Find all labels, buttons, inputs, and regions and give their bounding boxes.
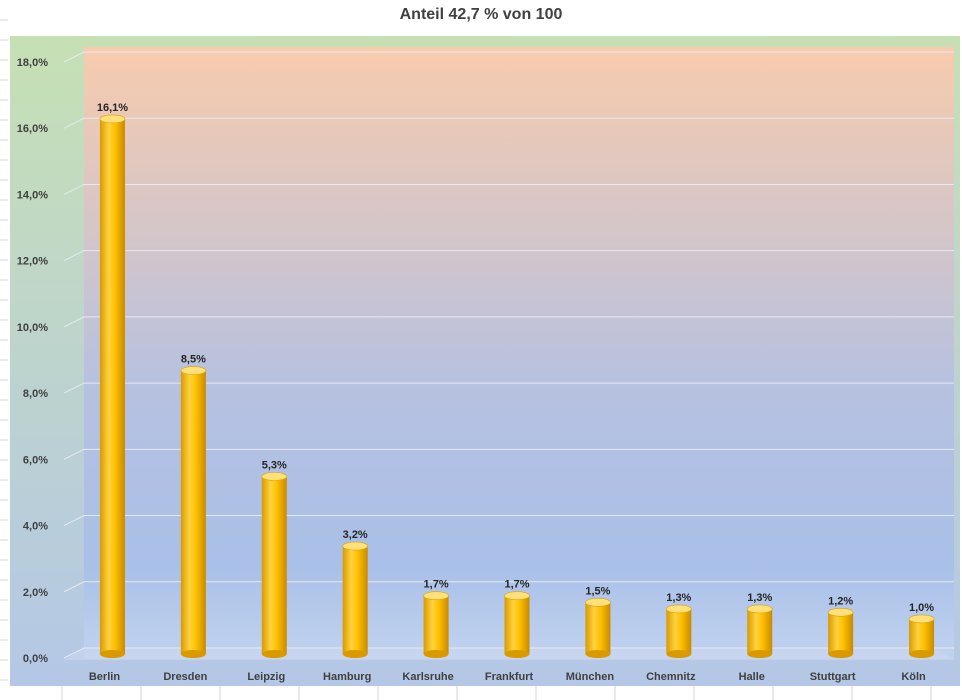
data-label: 16,1% <box>97 102 128 114</box>
bar-base <box>261 650 287 658</box>
x-category-label: Chemnitz <box>646 671 696 683</box>
y-tick-label: 8,0% <box>23 388 48 400</box>
data-label: 1,0% <box>909 602 934 614</box>
bar-base <box>828 650 854 658</box>
bar-base <box>585 650 611 658</box>
data-label: 8,5% <box>181 354 206 366</box>
bar-base <box>99 650 125 658</box>
y-tick-label: 10,0% <box>17 322 48 334</box>
y-tick-label: 0,0% <box>23 653 48 665</box>
gridline <box>63 647 954 659</box>
data-label: 1,3% <box>666 592 691 604</box>
x-category-label: Berlin <box>89 671 120 683</box>
bar-body <box>180 370 206 654</box>
bar-body <box>747 608 773 654</box>
gridline <box>63 382 954 394</box>
y-tick-label: 16,0% <box>17 123 48 135</box>
x-category-label: Leipzig <box>247 671 285 683</box>
bar-karlsruhe[interactable] <box>423 591 449 658</box>
bar-stuttgart[interactable] <box>827 607 854 658</box>
y-tick-label: 4,0% <box>23 521 48 533</box>
bar-base <box>180 650 206 658</box>
x-category-label: Karlsruhe <box>402 671 453 683</box>
bar-base <box>342 650 368 658</box>
bar-top <box>423 591 449 601</box>
bar-top <box>99 114 126 124</box>
bar-body <box>261 476 287 654</box>
chart-title: Anteil 42,7 % von 100 <box>399 6 563 23</box>
bar-top <box>342 541 368 551</box>
bar-body <box>342 546 368 654</box>
bar-base <box>666 650 692 658</box>
gridline <box>63 448 954 460</box>
bar-top <box>746 604 773 614</box>
data-label: 1,7% <box>424 579 449 591</box>
gridline <box>63 183 954 195</box>
gridline <box>63 117 954 129</box>
data-label: 3,2% <box>343 529 368 541</box>
data-label: 1,2% <box>828 595 853 607</box>
bar-base <box>504 650 530 658</box>
bar-body <box>828 612 854 654</box>
x-category-label: Dresden <box>163 671 207 683</box>
bar-frankfurt[interactable] <box>504 591 530 658</box>
bar-top <box>827 607 854 617</box>
data-label: 1,3% <box>747 592 772 604</box>
gridline <box>63 581 954 593</box>
bar-top <box>666 604 692 614</box>
bar-body <box>585 602 611 654</box>
gridline <box>63 51 954 63</box>
x-category-label: Halle <box>739 671 765 683</box>
bar-chemnitz[interactable] <box>666 604 692 658</box>
gridlines <box>63 51 954 659</box>
x-axis: Berlin Dresden Leipzig Hamburg Karlsruhe Fran… <box>89 671 926 683</box>
bar-top <box>585 598 611 607</box>
bar-body <box>666 608 692 654</box>
bar-body <box>909 618 935 654</box>
bar-berlin[interactable] <box>99 114 126 658</box>
y-tick-label: 2,0% <box>23 587 48 599</box>
bar-halle[interactable] <box>746 604 773 658</box>
y-tick-label: 12,0% <box>17 256 48 268</box>
data-label: 1,5% <box>585 585 610 597</box>
bar-hamburg[interactable] <box>342 541 368 658</box>
y-tick-label: 14,0% <box>17 189 48 201</box>
bar-body <box>423 595 449 654</box>
bar-base <box>909 650 935 658</box>
bar-top <box>504 591 530 601</box>
gridline <box>63 515 954 527</box>
bar-body <box>99 118 125 654</box>
bar-top <box>180 366 207 375</box>
bar-base <box>423 650 449 658</box>
y-tick-label: 6,0% <box>23 454 48 466</box>
bar-münchen[interactable] <box>585 598 611 658</box>
bar-köln[interactable] <box>908 614 935 658</box>
data-label: 1,7% <box>504 579 529 591</box>
x-category-label: Stuttgart <box>810 671 856 683</box>
bar-base <box>747 650 773 658</box>
plot-area <box>84 47 954 659</box>
bar-dresden[interactable] <box>180 366 207 658</box>
bars: 16,1% 8,5% 5,3% 3,2% 1,7% 1,7% 1,5% 1,3% 1,3% 1,2… <box>97 102 935 658</box>
gridline <box>63 316 954 328</box>
y-tick-label: 18,0% <box>17 57 48 69</box>
bar-body <box>504 595 530 654</box>
gridline <box>63 250 954 262</box>
bar-top <box>261 472 288 481</box>
x-category-label: Hamburg <box>323 671 371 683</box>
bar-top <box>908 614 935 624</box>
x-category-label: München <box>566 671 615 683</box>
x-category-label: Frankfurt <box>485 671 534 683</box>
y-axis: 0,0% 2,0% 4,0% 6,0% 8,0% 10,0% 12,0% 14,0% 16,0%… <box>17 57 48 665</box>
x-category-label: Köln <box>901 671 926 683</box>
bar-leipzig[interactable] <box>261 472 288 658</box>
data-label: 5,3% <box>262 460 287 472</box>
